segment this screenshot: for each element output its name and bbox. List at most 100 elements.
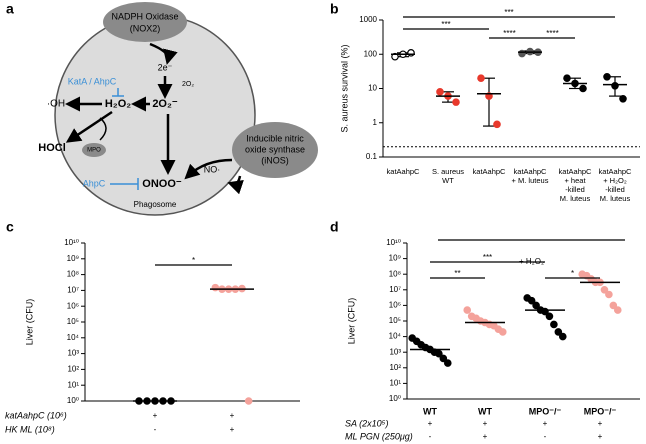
data-point [407,49,415,57]
arrow [149,42,178,65]
y-tick-label: 10 [368,84,377,93]
x-tick-label: katAahpC [599,167,633,176]
row-sign: + [428,419,433,428]
significance-label: **** [503,29,515,38]
data-point [532,301,540,310]
inos-label: (iNOS) [261,155,289,165]
x-tick-label: WT [442,176,454,185]
significance-label: * [571,269,574,278]
data-point [498,328,507,336]
x-tick-label: katAahpC [559,167,593,176]
x-tick-label: -killed [605,185,625,194]
data-point [436,88,444,96]
significance-label: ** [454,269,460,278]
nox-label: (NOX2) [130,23,161,33]
y-tick-label: 10⁶ [67,301,79,310]
inhibition [110,178,139,190]
row-label: katAahpC (10⁶) [5,410,67,420]
oxygen: 2O₂ [182,81,194,88]
x-tick-label: katAahpC [514,167,548,176]
data-point [435,349,443,358]
row-label: HK ML (10⁸) [5,424,55,434]
arrow [65,110,113,143]
y-axis-label: Liver (CFU) [24,299,34,346]
arrow [99,117,107,141]
y-tick-label: 10⁹ [67,254,79,263]
y-tick-label: 10¹⁰ [64,238,79,247]
data-point [443,359,452,367]
data-point [550,320,558,329]
significance-label: *** [504,8,513,17]
data-point [452,98,460,106]
y-tick-label: 10⁵ [67,317,79,326]
arrow [227,175,244,195]
panel-label: d [330,219,339,235]
row-label: SA (2x10⁵) [345,418,388,428]
data-point [527,296,536,305]
hydroxyl: ·OH [47,99,65,110]
nox-node [103,2,187,42]
mpo-label: MPO [87,148,101,154]
data-point [439,354,448,363]
data-point [545,312,554,321]
x-tick-label: WT [478,406,492,416]
y-tick-label: 10⁰ [389,394,401,403]
y-axis-label: S. aureus survival (%) [339,44,349,132]
y-tick-label: 1000 [359,15,377,24]
x-tick-label: katAahpC [387,167,421,176]
x-tick-label: -killed [565,185,585,194]
row-sign: + [598,419,603,428]
peroxide: H₂O₂ [105,98,131,110]
panel-label: c [6,219,14,235]
row-sign: - [544,432,547,441]
data-point [603,72,611,81]
superoxide: 2O₂⁻ [152,98,178,110]
x-tick-label: + M. luteus [512,176,549,185]
row-sign: + [230,411,235,420]
data-point [563,74,571,82]
data-point [244,397,253,405]
mpo-node [82,143,106,157]
x-tick-label: + heat [564,176,586,185]
significance-label: *** [441,20,450,29]
y-tick-label: 10⁴ [389,332,402,341]
data-point [613,306,622,314]
ahpc: AhpC [83,178,106,188]
electrons: 2e⁻ [158,62,173,72]
y-tick-label: 0.1 [366,152,378,161]
data-point [605,290,613,299]
katahpc: KatA / AhpC [68,76,117,86]
y-tick-label: 10⁷ [67,286,79,295]
y-tick-label: 10³ [67,349,79,358]
y-tick-label: 10⁰ [67,396,79,405]
x-tick-label: WT [423,406,437,416]
inos-node [232,122,318,178]
row-sign: + [230,425,235,434]
data-point [611,81,619,90]
row-sign: - [154,425,157,434]
data-point [477,74,485,82]
y-tick-label: 10⁵ [389,316,401,325]
x-tick-label: M. luteus [560,194,591,203]
significance-label: *** [483,253,492,262]
data-point [558,332,567,341]
y-tick-label: 10¹ [389,379,401,388]
inos-label: Inducible nitric [246,133,304,143]
row-sign: - [429,432,432,441]
panel-label: a [6,1,14,17]
row-sign: + [483,432,488,441]
row-label: ML PGN (250μg) [345,431,413,441]
data-point [609,301,618,310]
inhibition [112,88,124,97]
significance-label: **** [546,29,558,38]
inos-label: oxide synthase [245,144,305,154]
data-point [518,49,526,58]
significance-label: * [192,256,195,265]
row-sign: + [543,419,548,428]
y-tick-label: 10⁶ [389,301,401,310]
y-tick-label: 10³ [389,347,401,356]
y-tick-label: 10⁸ [389,269,401,278]
data-point [619,95,627,103]
y-tick-label: 10⁹ [389,254,401,263]
